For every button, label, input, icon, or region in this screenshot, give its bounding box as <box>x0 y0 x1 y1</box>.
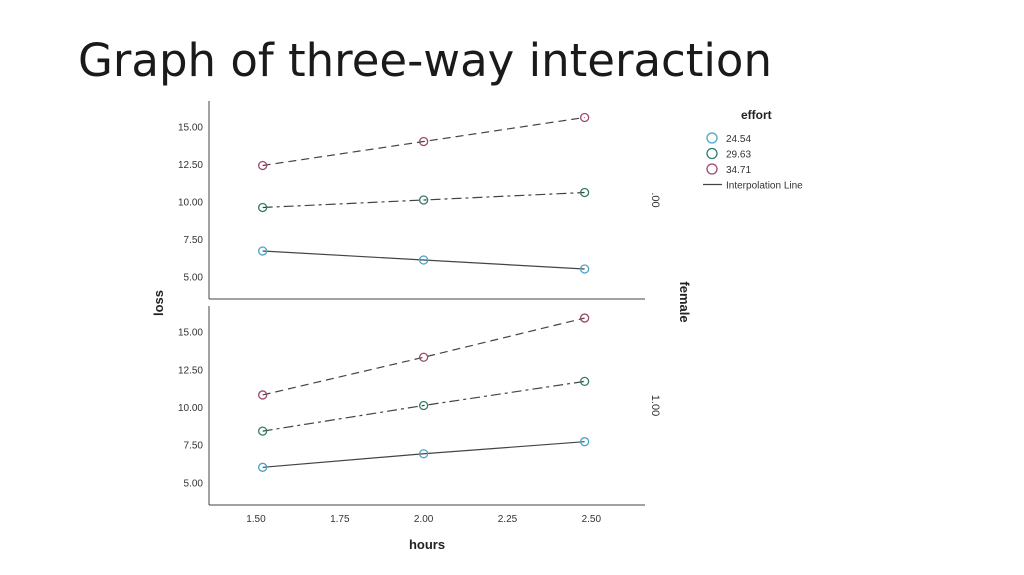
data-point <box>258 160 268 171</box>
series-line <box>262 317 585 396</box>
legend-marker <box>706 163 718 175</box>
data-point <box>258 202 268 213</box>
data-point <box>418 352 429 362</box>
legend-marker <box>706 132 718 144</box>
data-point <box>418 400 429 411</box>
legend-label: 29.63 <box>726 150 751 161</box>
y-tick-label: 7.50 <box>184 235 204 246</box>
data-point <box>579 313 590 323</box>
x-tick-label: 1.75 <box>330 514 350 525</box>
data-point <box>579 112 590 123</box>
data-point <box>258 426 268 436</box>
y-tick-label: 12.50 <box>178 160 203 171</box>
slide-title: Graph of three-way interaction <box>78 34 772 87</box>
data-point <box>579 376 590 387</box>
data-point <box>418 449 429 459</box>
y-tick-label: 7.50 <box>184 441 204 452</box>
data-point <box>258 246 268 256</box>
x-axis-title: hours <box>409 537 445 552</box>
y-tick-label: 15.00 <box>178 328 203 339</box>
legend-label: 34.71 <box>726 165 751 176</box>
data-point <box>258 462 268 472</box>
y-tick-label: 15.00 <box>178 123 203 134</box>
series-line <box>262 380 585 432</box>
data-point <box>418 195 429 205</box>
legend-label: 24.54 <box>726 134 751 145</box>
data-point <box>418 255 429 265</box>
x-tick-label: 2.50 <box>582 514 602 525</box>
series-line <box>262 441 585 468</box>
y-axis-title: loss <box>151 290 166 316</box>
data-point <box>579 437 590 447</box>
data-point <box>579 187 590 198</box>
x-tick-label: 2.00 <box>414 514 434 525</box>
x-tick-label: 2.25 <box>498 514 518 525</box>
facet-axis-title: female <box>677 281 692 322</box>
series-line <box>262 250 585 270</box>
y-tick-label: 5.00 <box>184 273 204 284</box>
legend-label: Interpolation Line <box>726 181 803 192</box>
data-point <box>418 136 429 147</box>
y-tick-label: 10.00 <box>178 403 203 414</box>
x-tick-label: 1.50 <box>246 514 266 525</box>
legend-title: effort <box>741 108 772 122</box>
y-tick-label: 5.00 <box>184 478 204 489</box>
panel-label: 1.00 <box>649 395 661 416</box>
y-tick-label: 12.50 <box>178 365 203 376</box>
series-line <box>262 191 585 209</box>
panel-label: .00 <box>649 192 661 207</box>
y-tick-label: 10.00 <box>178 198 203 209</box>
data-point <box>579 264 590 274</box>
data-point <box>258 390 268 400</box>
legend-marker <box>706 147 718 160</box>
series-line <box>262 116 585 167</box>
